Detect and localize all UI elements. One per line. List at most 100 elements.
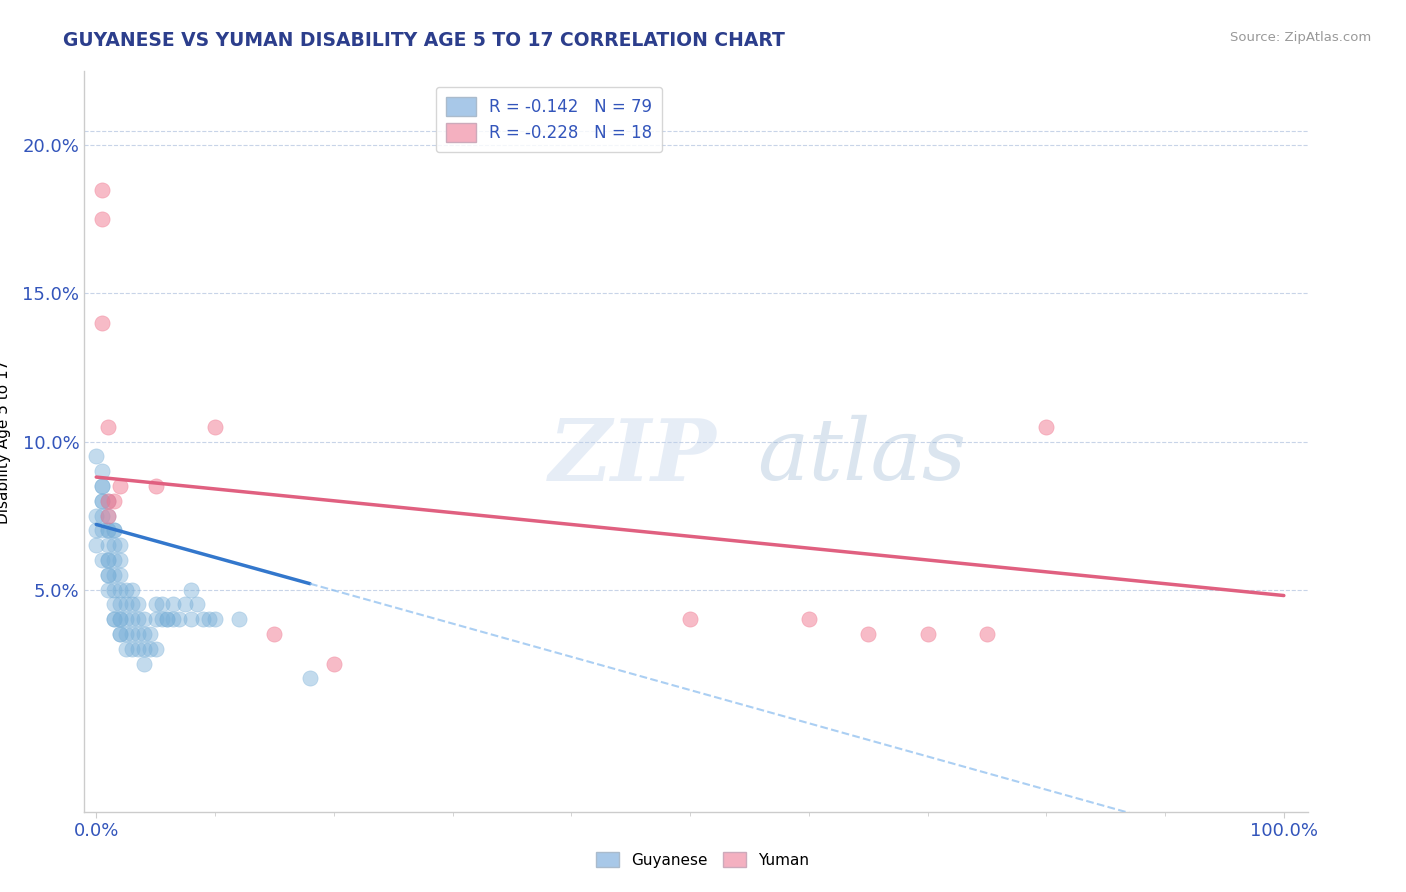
Point [108, 582, 131, 597]
Point [97, 553, 120, 567]
Point [228, 612, 250, 626]
Point [103, 567, 125, 582]
Point [108, 612, 131, 626]
Point [103, 524, 125, 538]
Point [97, 508, 120, 523]
Point [191, 612, 214, 626]
Point [162, 612, 184, 626]
Point [132, 612, 155, 626]
Point [108, 627, 131, 641]
Point [186, 598, 208, 612]
Point [1035, 419, 1057, 434]
Y-axis label: Disability Age 5 to 17: Disability Age 5 to 17 [0, 359, 11, 524]
Point [121, 598, 143, 612]
Text: GUYANESE VS YUMAN DISABILITY AGE 5 TO 17 CORRELATION CHART: GUYANESE VS YUMAN DISABILITY AGE 5 TO 17… [63, 31, 785, 50]
Point [127, 627, 149, 641]
Text: Source: ZipAtlas.com: Source: ZipAtlas.com [1230, 31, 1371, 45]
Point [121, 627, 143, 641]
Point [169, 612, 191, 626]
Point [976, 627, 998, 641]
Point [97, 567, 120, 582]
Point [91, 212, 114, 227]
Point [204, 419, 226, 434]
Point [174, 598, 197, 612]
Point [263, 627, 285, 641]
Point [115, 627, 138, 641]
Point [127, 641, 149, 656]
Point [180, 612, 202, 626]
Point [97, 538, 120, 552]
Point [856, 627, 879, 641]
Point [91, 183, 114, 197]
Point [91, 479, 114, 493]
Point [115, 598, 138, 612]
Point [103, 553, 125, 567]
Point [115, 641, 138, 656]
Legend: R = -0.142   N = 79, R = -0.228   N = 18: R = -0.142 N = 79, R = -0.228 N = 18 [436, 87, 662, 153]
Point [103, 582, 125, 597]
Point [91, 553, 114, 567]
Point [145, 598, 167, 612]
Point [91, 316, 114, 330]
Point [797, 612, 820, 626]
Point [84, 538, 107, 552]
Point [84, 450, 107, 464]
Point [84, 524, 107, 538]
Point [108, 612, 131, 626]
Legend: Guyanese, Yuman: Guyanese, Yuman [591, 846, 815, 873]
Point [127, 612, 149, 626]
Point [150, 612, 173, 626]
Point [91, 464, 114, 478]
Point [298, 672, 321, 686]
Point [97, 524, 120, 538]
Point [132, 641, 155, 656]
Point [145, 612, 167, 626]
Point [121, 582, 143, 597]
Point [108, 567, 131, 582]
Point [108, 627, 131, 641]
Point [97, 419, 120, 434]
Point [103, 538, 125, 552]
Point [180, 582, 202, 597]
Point [91, 524, 114, 538]
Point [121, 641, 143, 656]
Point [322, 657, 344, 671]
Point [97, 567, 120, 582]
Point [162, 598, 184, 612]
Point [108, 538, 131, 552]
Point [103, 524, 125, 538]
Point [97, 553, 120, 567]
Text: atlas: atlas [758, 415, 966, 498]
Point [132, 627, 155, 641]
Point [108, 598, 131, 612]
Point [132, 657, 155, 671]
Point [91, 508, 114, 523]
Point [145, 641, 167, 656]
Point [127, 598, 149, 612]
Point [115, 612, 138, 626]
Point [97, 493, 120, 508]
Point [91, 493, 114, 508]
Point [97, 508, 120, 523]
Point [91, 493, 114, 508]
Point [115, 582, 138, 597]
Point [198, 612, 221, 626]
Point [145, 479, 167, 493]
Point [103, 612, 125, 626]
Point [97, 493, 120, 508]
Point [679, 612, 702, 626]
Point [103, 598, 125, 612]
Point [156, 612, 179, 626]
Point [138, 641, 160, 656]
Point [84, 508, 107, 523]
Point [156, 612, 179, 626]
Point [97, 524, 120, 538]
Point [103, 493, 125, 508]
Point [150, 598, 173, 612]
Point [917, 627, 939, 641]
Point [108, 479, 131, 493]
Point [97, 582, 120, 597]
Point [204, 612, 226, 626]
Point [121, 612, 143, 626]
Point [108, 553, 131, 567]
